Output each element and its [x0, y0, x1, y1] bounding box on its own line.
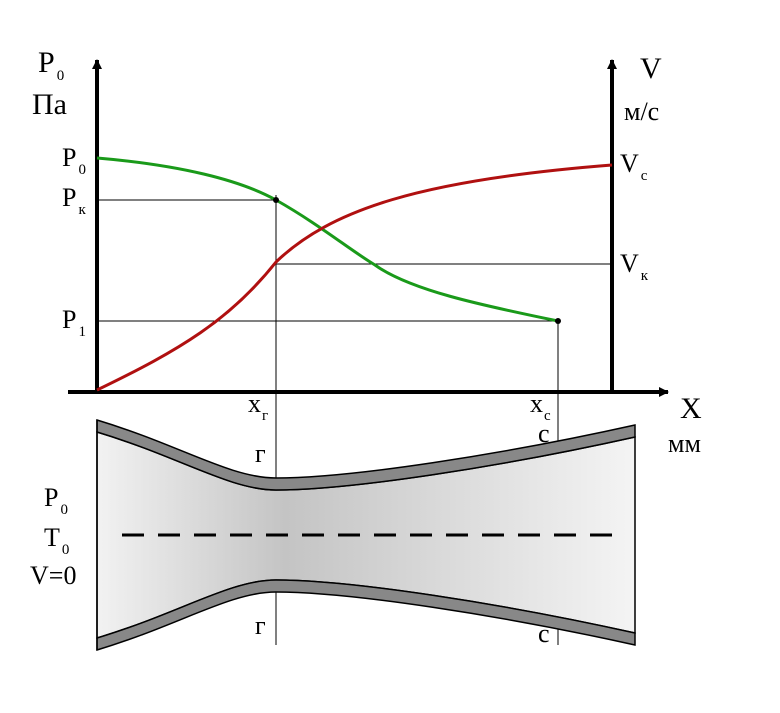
inlet-label: V=0 [30, 561, 76, 590]
symbol: x [248, 389, 261, 418]
subscript: с [544, 408, 551, 424]
symbol: T [44, 523, 60, 552]
subscript: к [641, 268, 649, 284]
section-label: с [538, 619, 550, 648]
x-axis-title: X [680, 392, 702, 425]
pressure-curve [96, 156, 559, 323]
symbol: P [38, 46, 55, 79]
section-label: с [538, 419, 550, 448]
right-axis-unit: м/с [624, 97, 659, 126]
velocity-curve [96, 163, 613, 392]
symbol: x [530, 389, 543, 418]
nozzle [96, 418, 636, 652]
point [273, 197, 279, 203]
x-label: xс [530, 389, 551, 424]
left-axis-unit: Па [32, 88, 67, 121]
subscript: 1 [78, 324, 86, 340]
symbol: V [620, 149, 639, 178]
right-axis-title: V [640, 52, 662, 85]
point [555, 318, 561, 324]
section-label: г [255, 611, 266, 640]
subscript: к [78, 202, 86, 218]
symbol: P [62, 183, 76, 212]
subscript: г [262, 408, 268, 424]
symbol: P [62, 143, 76, 172]
subscript: 0 [78, 162, 86, 178]
nozzle-wall [96, 579, 636, 652]
subscript: 0 [62, 542, 70, 558]
subscript: 0 [60, 502, 68, 518]
symbol: P [44, 483, 58, 512]
subscript: 0 [57, 68, 65, 84]
axes [68, 59, 669, 397]
symbol: V [620, 249, 639, 278]
nozzle-wall [96, 418, 636, 491]
x-label: xг [248, 389, 268, 424]
symbol: P [62, 305, 76, 334]
section-label: г [255, 439, 266, 468]
subscript: с [641, 168, 648, 184]
x-axis-unit: мм [668, 429, 701, 458]
